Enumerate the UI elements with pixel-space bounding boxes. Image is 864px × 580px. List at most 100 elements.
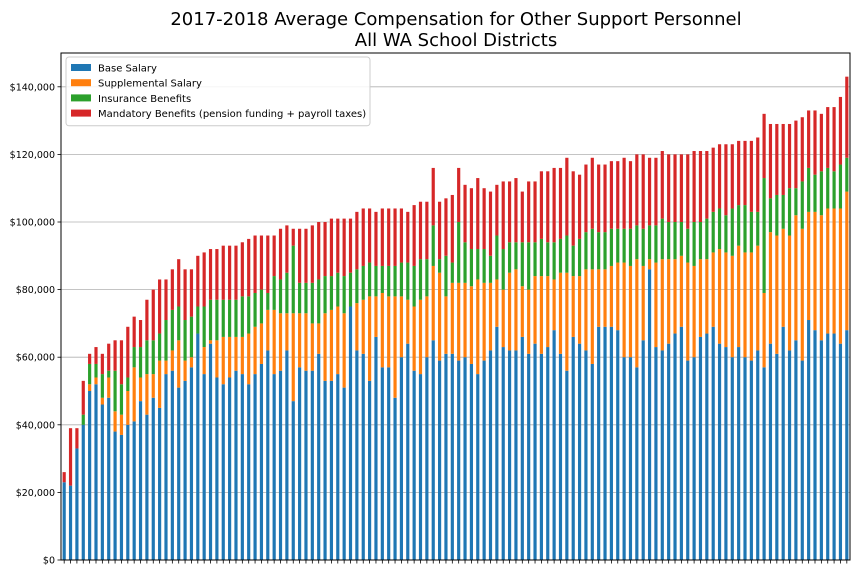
bar-segment-series-0 xyxy=(667,343,671,560)
bar-segment-series-1 xyxy=(826,208,830,334)
bar-segment-series-0 xyxy=(450,353,454,560)
bar-segment-series-0 xyxy=(641,340,645,560)
bar-segment-series-0 xyxy=(253,374,257,560)
bar-segment-series-2 xyxy=(380,265,384,293)
bar-segment-series-2 xyxy=(686,228,690,263)
bar-segment-series-1 xyxy=(539,276,543,354)
bar-segment-series-2 xyxy=(323,276,327,314)
bar-segment-series-3 xyxy=(635,154,639,226)
bar-segment-series-1 xyxy=(698,259,703,337)
bar-segment-series-2 xyxy=(533,242,537,277)
bar-segment-series-0 xyxy=(107,397,111,560)
bar-segment-series-2 xyxy=(590,228,594,270)
bar-segment-series-2 xyxy=(355,269,359,304)
bar-segment-series-3 xyxy=(266,235,270,293)
bar-segment-series-0 xyxy=(355,350,359,560)
bar-segment-series-3 xyxy=(310,225,314,283)
bar-segment-series-3 xyxy=(565,157,569,236)
bar-segment-series-2 xyxy=(603,232,607,270)
bar-segment-series-2 xyxy=(698,222,703,260)
bar-segment-series-1 xyxy=(418,299,423,375)
y-tick-label: $120,000 xyxy=(10,150,55,161)
bar-segment-series-1 xyxy=(298,313,302,368)
legend: Base Salary Supplemental Salary Insurance … xyxy=(65,56,371,127)
chart-title: 2017-2018 Average Compensation for Other… xyxy=(170,9,741,30)
bar-segment-series-0 xyxy=(603,326,607,560)
bar-segment-series-0 xyxy=(374,336,378,560)
bar-segment-series-3 xyxy=(673,154,677,222)
bar-segment-series-2 xyxy=(768,198,773,233)
bar-segment-series-2 xyxy=(88,363,92,385)
bar-segment-series-1 xyxy=(495,279,499,327)
bar-segment-series-1 xyxy=(317,323,321,354)
bar-segment-series-3 xyxy=(679,154,683,222)
bar-segment-series-2 xyxy=(730,208,734,256)
bar-segment-series-2 xyxy=(259,289,264,324)
bar-segment-series-0 xyxy=(317,353,321,560)
bar-segment-series-1 xyxy=(438,272,442,361)
bar-segment-series-3 xyxy=(323,222,327,277)
bar-segment-series-1 xyxy=(527,289,531,354)
bar-segment-series-0 xyxy=(431,340,435,560)
bar-segment-series-3 xyxy=(100,353,104,375)
bar-segment-series-0 xyxy=(438,360,442,560)
bar-segment-series-3 xyxy=(546,171,550,243)
bar-segment-series-3 xyxy=(807,110,811,168)
bar-segment-series-2 xyxy=(743,205,747,253)
bar-segment-series-3 xyxy=(705,151,709,219)
axes: $0 $20,000 $40,000 $60,000 $80,000 $100,000 $1… xyxy=(10,52,851,567)
bar-segment-series-3 xyxy=(387,208,391,266)
bar-segment-series-0 xyxy=(444,353,448,560)
bar-segment-series-1 xyxy=(692,265,696,358)
bar-segment-series-3 xyxy=(438,201,442,260)
bar-segment-series-3 xyxy=(272,235,276,277)
bar-segment-series-0 xyxy=(654,347,658,560)
bar-segment-series-1 xyxy=(737,245,741,348)
bar-segment-series-3 xyxy=(457,167,461,222)
bar-segment-series-3 xyxy=(495,184,499,236)
bar-segment-series-0 xyxy=(507,350,512,560)
bar-segment-series-3 xyxy=(151,289,155,341)
legend-label: Mandatory Benefits (pension funding + pa… xyxy=(98,109,366,120)
bar-segment-series-2 xyxy=(81,414,85,425)
bar-segment-series-1 xyxy=(368,296,372,381)
bar-segment-series-2 xyxy=(100,374,104,398)
bar-segment-series-3 xyxy=(298,228,302,283)
bar-segment-series-3 xyxy=(88,353,92,364)
bar-segment-series-0 xyxy=(584,350,588,560)
bar-segment-series-2 xyxy=(177,306,181,341)
bar-segment-series-0 xyxy=(298,367,302,560)
bar-segment-series-0 xyxy=(616,330,620,560)
bar-segment-series-3 xyxy=(202,252,206,307)
bar-segment-series-1 xyxy=(609,265,613,327)
bar-segment-series-3 xyxy=(189,269,194,317)
bar-segment-series-0 xyxy=(329,380,334,560)
bar-segment-series-1 xyxy=(259,323,264,364)
bar-segment-series-2 xyxy=(247,296,251,334)
bar-segment-series-2 xyxy=(126,377,130,391)
bar-segment-series-3 xyxy=(717,144,722,209)
bar-segment-series-3 xyxy=(609,161,613,229)
bar-segment-series-3 xyxy=(94,347,98,364)
y-tick-label: $60,000 xyxy=(16,353,55,364)
bar-segment-series-3 xyxy=(781,123,785,195)
bar-segment-series-3 xyxy=(329,218,334,277)
bar-segment-series-1 xyxy=(215,340,219,378)
bar-segment-series-2 xyxy=(819,171,823,216)
bar-segment-series-1 xyxy=(291,313,295,402)
bar-segment-series-1 xyxy=(177,340,181,388)
bar-segment-series-2 xyxy=(317,279,321,324)
bar-segment-series-0 xyxy=(88,391,92,560)
bar-segment-series-2 xyxy=(597,232,601,270)
bar-segment-series-3 xyxy=(234,245,238,300)
bar-segment-series-1 xyxy=(724,252,728,348)
bar-segment-series-0 xyxy=(62,482,66,560)
bar-segment-series-2 xyxy=(826,167,830,209)
bar-segment-series-2 xyxy=(196,306,200,334)
bar-segment-series-2 xyxy=(584,232,588,270)
bar-segment-series-1 xyxy=(488,282,493,351)
bar-segment-series-0 xyxy=(393,397,397,560)
bar-segment-series-2 xyxy=(495,235,499,280)
bar-segment-series-0 xyxy=(673,333,677,560)
